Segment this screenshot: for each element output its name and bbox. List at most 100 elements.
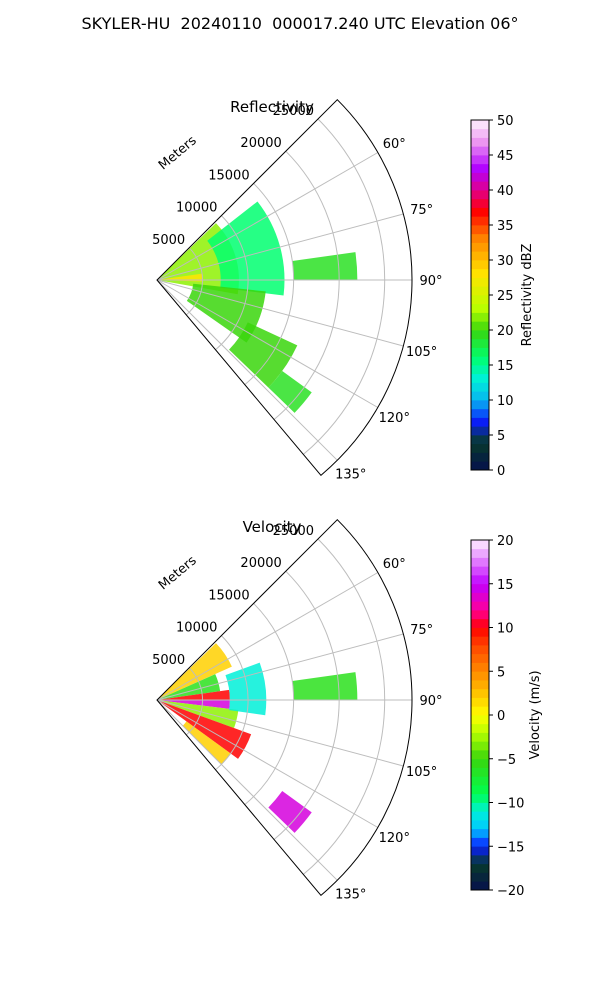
colorbar-segment <box>471 802 489 812</box>
colorbar-segment <box>471 583 489 593</box>
colorbar-segment <box>471 120 489 130</box>
echo-layer <box>157 643 358 833</box>
colorbar-tick-label: 15 <box>497 578 514 593</box>
colorbar-segment <box>471 601 489 611</box>
colorbar-tick-label: 20 <box>497 324 514 339</box>
colorbar-segment <box>471 426 489 436</box>
range-ring <box>303 118 386 455</box>
colorbar-segment <box>471 181 489 191</box>
azimuth-tick-label: 60° <box>383 137 406 152</box>
colorbar-segment <box>471 548 489 558</box>
colorbar-segment <box>471 268 489 278</box>
echo-region <box>157 674 221 700</box>
colorbar-segment <box>471 172 489 182</box>
colorbar-segment <box>471 811 489 821</box>
colorbar-segment <box>471 155 489 165</box>
azimuth-tick-label: 120° <box>379 831 410 846</box>
echo-region <box>157 689 230 700</box>
colorbar-segment <box>471 671 489 681</box>
colorbar-segment <box>471 793 489 803</box>
colorbar-segment <box>471 846 489 856</box>
azimuth-tick-label: 135° <box>335 888 366 903</box>
colorbar-segment <box>471 330 489 340</box>
echo-region <box>182 721 231 765</box>
colorbar-segment <box>471 400 489 410</box>
colorbar-segment <box>471 295 489 305</box>
colorbar-segment <box>471 662 489 672</box>
azimuth-tick-label: 105° <box>406 345 437 360</box>
range-ring <box>303 538 386 875</box>
colorbar-segment <box>471 758 489 768</box>
colorbar-tick-label: 0 <box>497 709 505 724</box>
colorbar-segment <box>471 618 489 628</box>
azimuth-spoke <box>156 152 379 281</box>
colorbar-segment <box>471 128 489 138</box>
colorbar-tick-label: 5 <box>497 429 505 444</box>
radial-axis-label: Meters <box>156 133 200 173</box>
colorbar-tick-label: 0 <box>497 464 505 479</box>
colorbar-segment <box>471 312 489 322</box>
range-ring <box>215 215 249 351</box>
colorbar-tick-label: −20 <box>497 884 524 899</box>
colorbar-segment <box>471 592 489 602</box>
echo-region <box>157 700 252 759</box>
azimuth-spoke <box>156 572 379 701</box>
polar-grid <box>156 98 413 477</box>
reflectivity-panel: Reflectivity Meters 5000 10000 15000 20000 2… <box>152 98 535 483</box>
colorbar-segment <box>471 365 489 375</box>
colorbar-segment <box>471 286 489 296</box>
azimuth-tick-label: 90° <box>419 274 442 289</box>
colorbar-segment <box>471 653 489 663</box>
colorbar-segment <box>471 627 489 637</box>
colorbar-segment <box>471 382 489 392</box>
colorbar-segment <box>471 863 489 873</box>
colorbar-tick-label: −5 <box>497 753 516 768</box>
colorbar-segment <box>471 321 489 331</box>
colorbar-segment <box>471 723 489 733</box>
range-ring <box>273 570 340 840</box>
colorbar-tick-label: 10 <box>497 622 514 637</box>
colorbar-segment <box>471 680 489 690</box>
azimuth-tick-labels: 60° 75° 90° 105° 120° 135° <box>335 137 442 483</box>
radial-tick-label: 10000 <box>176 201 217 216</box>
panel-title: Velocity <box>243 518 302 536</box>
radial-tick-labels: 5000 10000 15000 20000 25000 <box>152 104 314 248</box>
colorbar-segment <box>471 417 489 427</box>
colorbar-segment <box>471 356 489 366</box>
colorbar-tick-label: 5 <box>497 665 505 680</box>
colorbar-tick-label: 20 <box>497 534 514 549</box>
colorbar-segment <box>471 575 489 585</box>
colorbar-tick-label: 50 <box>497 114 514 129</box>
colorbar-segment <box>471 190 489 200</box>
range-ring <box>244 183 295 386</box>
azimuth-tick-label: 75° <box>410 623 433 638</box>
colorbar-segment <box>471 303 489 313</box>
radial-tick-label: 25000 <box>273 104 314 119</box>
echo-region <box>225 662 267 716</box>
azimuth-spoke <box>156 279 404 347</box>
colorbar-segment <box>471 697 489 707</box>
colorbar-segment <box>471 566 489 576</box>
sector-frame <box>156 518 413 897</box>
radial-tick-labels: 5000 10000 15000 20000 25000 <box>152 524 314 668</box>
colorbar-segment <box>471 435 489 445</box>
velocity-panel: Velocity Meters 5000 10000 15000 20000 25000… <box>152 518 543 903</box>
colorbar-segment <box>471 373 489 383</box>
range-ring <box>244 603 295 806</box>
azimuth-tick-label: 105° <box>406 765 437 780</box>
colorbar-segment <box>471 391 489 401</box>
colorbar-tick-label: 25 <box>497 289 514 304</box>
figure-title: SKYLER-HU 20240110 000017.240 UTC Elevat… <box>81 14 519 33</box>
colorbar-segment <box>471 837 489 847</box>
colorbar-segment <box>471 225 489 235</box>
colorbar-tick-label: 15 <box>497 359 514 374</box>
azimuth-tick-labels: 60° 75° 90° 105° 120° 135° <box>335 557 442 903</box>
colorbar-segment <box>471 881 489 891</box>
colorbar-segment <box>471 408 489 418</box>
azimuth-spoke <box>156 699 404 767</box>
azimuth-tick-label: 75° <box>410 203 433 218</box>
colorbar-segment <box>471 137 489 147</box>
colorbar-label: Reflectivity dBZ <box>520 244 535 347</box>
colorbar-segment <box>471 277 489 287</box>
range-ring <box>185 667 203 736</box>
